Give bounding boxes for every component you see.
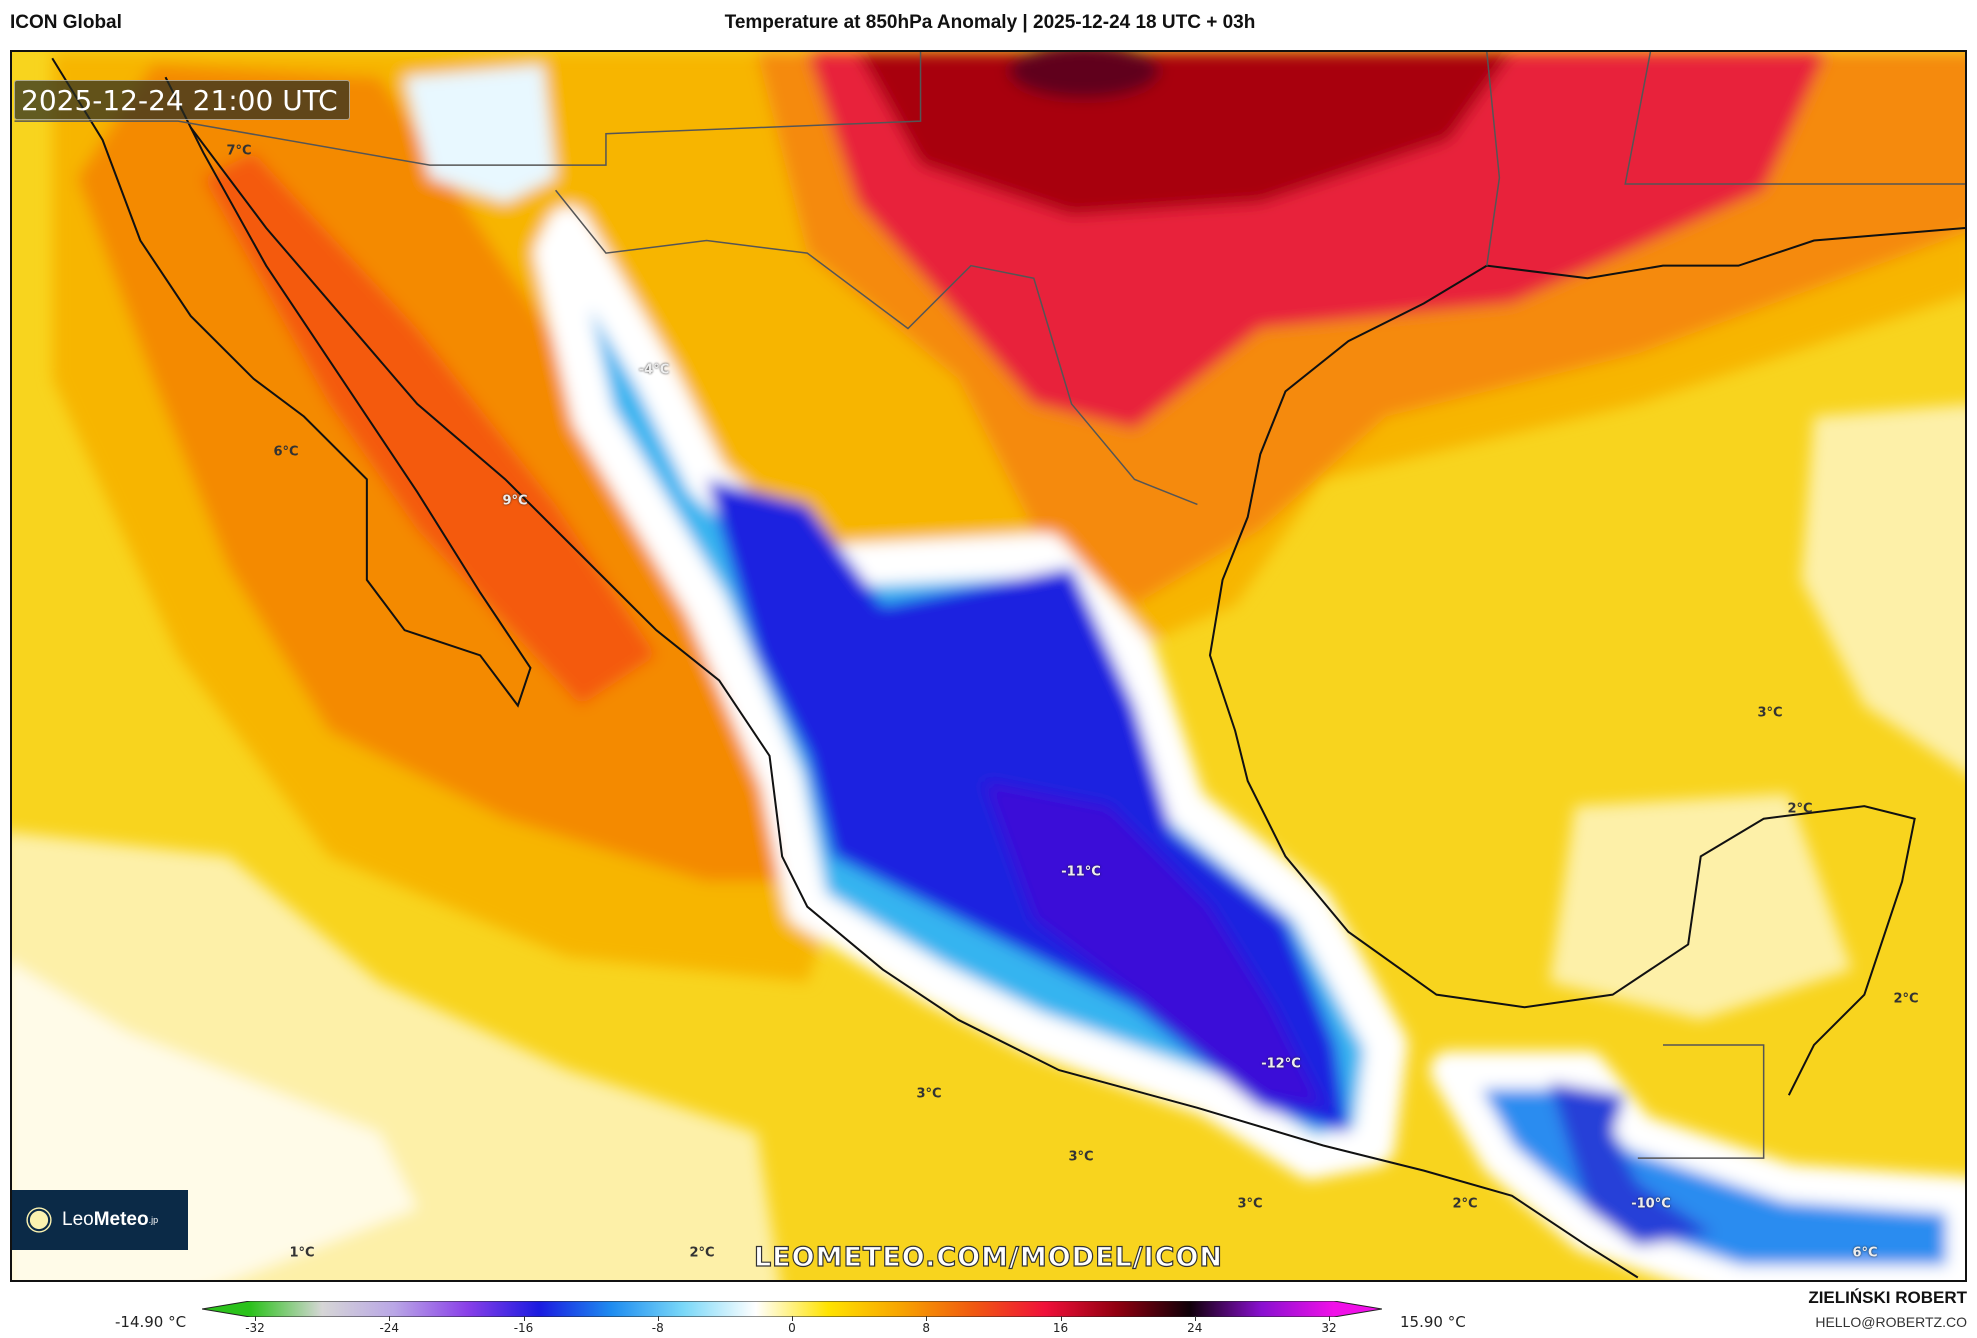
colorbar-tick-mark <box>389 1316 391 1321</box>
map-label: -11°C <box>1061 864 1101 880</box>
colorbar-tick-label: -16 <box>513 1321 534 1335</box>
map-label: 1°C <box>289 1245 315 1261</box>
map-label: 6°C <box>273 444 299 460</box>
colorbar-tick-label: -8 <box>651 1321 664 1335</box>
colorbar-max-label: 15.90 °C <box>1400 1313 1466 1331</box>
colorbar-tick-mark <box>1194 1316 1196 1321</box>
cold-core-se <box>1549 1082 1714 1247</box>
map-label: 9°C <box>502 493 528 509</box>
map-label: 3°C <box>1237 1196 1263 1212</box>
colorbar-tick-mark <box>523 1316 525 1321</box>
map-label: 3°C <box>1068 1149 1094 1165</box>
cold-band-se <box>1430 1051 1965 1280</box>
valid-time-badge: 2025-12-24 21:00 UTC <box>14 80 350 120</box>
logo-suffix: .jp <box>148 1215 159 1225</box>
colorbar-body <box>202 1301 1382 1317</box>
colorbar-tick-label: -24 <box>379 1321 400 1335</box>
coastlines <box>51 57 1965 1279</box>
logo-text-light: Leo <box>62 1209 94 1230</box>
colorbar-tick-mark <box>792 1316 793 1321</box>
map-label: -4°C <box>638 362 670 378</box>
colorbar-tick-label: 0 <box>788 1321 796 1335</box>
sun-icon <box>29 1210 49 1230</box>
map-label: 2°C <box>1893 991 1919 1007</box>
chart-title: Temperature at 850hPa Anomaly | 2025-12-… <box>724 12 1256 33</box>
map-field <box>12 52 1965 1280</box>
deepest-cold-core <box>983 781 1324 1108</box>
map-label: -12°C <box>1261 1056 1301 1072</box>
colorbar-tick-mark <box>657 1316 659 1321</box>
author-email: HELLO@ROBERTZ.CO <box>1815 1314 1967 1330</box>
model-name: ICON Global <box>10 12 122 33</box>
map-label: 2°C <box>1452 1196 1478 1212</box>
pale-zone-e <box>1801 404 1965 773</box>
map-label: 7°C <box>226 143 252 159</box>
borders <box>14 52 1965 1159</box>
colorbar-tick-mark <box>1060 1316 1062 1321</box>
logo-text-bold: Meteo <box>93 1209 149 1230</box>
colorbar-tick-mark <box>255 1316 256 1321</box>
dark-red-north <box>857 52 1512 216</box>
leometeo-logo[interactable]: Leo Meteo .jp <box>12 1190 188 1250</box>
colorbar <box>202 1301 1382 1317</box>
watermark: LEOMETEO.COM/MODEL/ICON <box>753 1241 1224 1273</box>
red-orange-baja <box>203 152 657 706</box>
colorbar-tick-label: 32 <box>1321 1321 1337 1335</box>
map-label: 2°C <box>689 1245 715 1261</box>
colorbar-tick-label: 24 <box>1187 1321 1203 1335</box>
map-label: 2°C <box>1787 801 1813 817</box>
author-name: ZIELIŃSKI ROBERT <box>1808 1288 1967 1307</box>
temperature-anomaly-map: 2025-12-24 21:00 UTC 7°C -4°C 6°C 9°C 3°… <box>10 50 1967 1282</box>
white-patch-north <box>404 64 556 203</box>
colorbar-tick-label: 16 <box>1052 1321 1069 1335</box>
colorbar-tick-label: -32 <box>245 1321 265 1335</box>
colorbar-tick-mark <box>1329 1316 1330 1321</box>
colorbar-tick-mark <box>926 1316 928 1321</box>
colorbar-min-label: -14.90 °C <box>115 1313 187 1331</box>
map-label: 3°C <box>1757 705 1783 721</box>
map-label: 6°C <box>1852 1245 1878 1261</box>
darkest-core <box>1008 52 1160 99</box>
map-label: 3°C <box>916 1086 942 1102</box>
colorbar-tick-label: 8 <box>922 1321 931 1335</box>
pale-zone-yucatan <box>1549 793 1852 1020</box>
map-label: -10°C <box>1631 1196 1671 1212</box>
